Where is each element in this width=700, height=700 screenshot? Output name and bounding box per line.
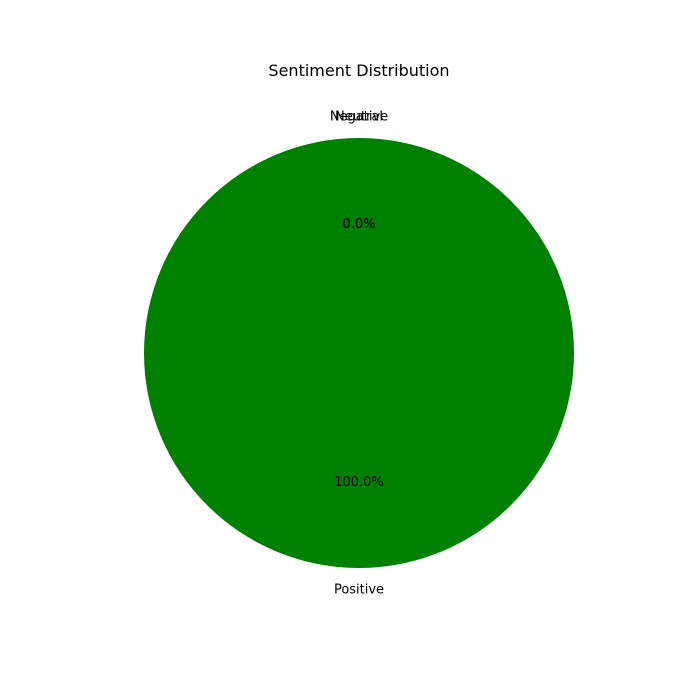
chart-title: Sentiment Distribution [268,61,449,80]
pie-slice-positive [144,138,574,568]
slice-label-neutral: Neutral [335,110,383,125]
pie-slices [144,138,574,568]
slice-percent-neutral: 0.0% [342,217,375,232]
slice-label-positive: Positive [334,583,384,598]
slice-percent-positive: 100.0% [334,475,384,490]
slice-percent-negative: 0.0% [342,217,375,232]
slice-label-negative: Negative [330,110,388,125]
